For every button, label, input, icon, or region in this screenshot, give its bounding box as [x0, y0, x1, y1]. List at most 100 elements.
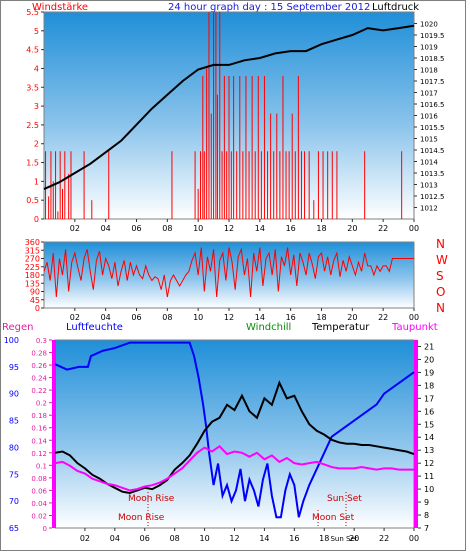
x-tick-label: 16 — [289, 534, 299, 543]
x-tick-label: 12 — [229, 534, 239, 543]
legend-taupunkt: Taupunkt — [391, 322, 438, 333]
pressure-axis-tick-label: 1015 — [420, 136, 438, 144]
temperature-axis-tick-label: 15 — [424, 420, 434, 429]
wind-axis-tick-label: 3 — [34, 102, 39, 111]
wind-axis-tick-label: 5.5 — [26, 8, 39, 17]
humidity-axis-tick-label: 80 — [9, 443, 19, 452]
rain-axis-tick-label: 0.1 — [36, 462, 47, 470]
rain-axis-tick-label: 0.02 — [31, 512, 47, 520]
x-tick-label: 10 — [193, 313, 203, 322]
temperature-axis-tick-label: 12 — [424, 459, 434, 468]
pressure-axis-tick-label: 1018.5 — [420, 55, 445, 63]
x-tick-label: 18 — [319, 534, 329, 543]
pressure-axis: 1012 1012.5 1013 1013.5 1014 1014.5 1015 1015.5… — [414, 21, 445, 213]
x-tick-label: 22 — [378, 313, 388, 322]
compass-label: W — [436, 253, 448, 267]
rain-axis-bar-left — [52, 340, 56, 528]
rain-axis-tick-label: 0.12 — [31, 450, 47, 458]
x-tick-label: 08 — [162, 224, 172, 233]
x-tick-label: 10 — [193, 224, 203, 233]
x-tick-label: 16 — [286, 224, 296, 233]
temperature-axis-tick-label: 11 — [424, 472, 434, 481]
x-tick-label: 00 — [409, 313, 419, 322]
x-axis-1: 02 04 06 08 10 12 14 16 18 20 22 00 — [70, 219, 419, 233]
x-tick-label: 14 — [255, 313, 265, 322]
rain-axis-tick-label: 0.22 — [31, 387, 47, 395]
x-tick-label: 02 — [80, 534, 90, 543]
x-tick-label: 00 — [409, 224, 419, 233]
legend-temperatur: Temperatur — [311, 322, 370, 333]
x-tick-label: 04 — [101, 313, 111, 322]
x-tick-label: 00 — [409, 534, 419, 543]
x-tick-label: 20 — [349, 534, 359, 543]
taupunkt-line — [54, 445, 414, 492]
x-tick-label: 14 — [259, 534, 269, 543]
rain-axis-tick-label: 0.06 — [31, 487, 47, 495]
luftfeuchte-line — [54, 341, 415, 519]
compass-label: S — [436, 269, 444, 283]
legend-regen: Regen — [2, 322, 34, 333]
moon-rise-label-upper: Moon Rise — [128, 494, 175, 504]
direction-series — [43, 247, 414, 298]
humidity-axis-tick-label: 90 — [9, 390, 19, 399]
moon-set-label: Moon Set — [312, 513, 355, 523]
wind-axis-tick-label: 1 — [34, 177, 39, 186]
wind-axis-tick-label: 2.5 — [26, 121, 39, 130]
x-tick-label: 04 — [110, 534, 120, 543]
wind-axis-tick-label: 4 — [34, 64, 39, 73]
sun-moon-annotations: Moon Rise Moon Rise Sun Set Moon Set — [118, 492, 362, 528]
rain-axis-tick-label: 0.2 — [36, 400, 47, 408]
humidity-axis-tick-label: 70 — [9, 497, 19, 506]
legend-luftfeuchte: Luftfeuchte — [66, 322, 123, 333]
temperature-axis-tick-label: 20 — [424, 355, 434, 364]
wind-axis: 0 0.5 1 1.5 2 2.5 3 3.5 4 4.5 5 5.5 — [26, 8, 44, 224]
wind-axis-tick-label: 2 — [34, 140, 39, 149]
direction-axis-tick-label: 180 — [25, 271, 40, 280]
pressure-axis-tick-label: 1012.5 — [420, 193, 445, 201]
rain-axis: 0 0.02 0.04 0.06 0.08 0.1 0.12 0.14 0.16 0.18 0.2 0… — [31, 337, 52, 533]
right-axis-label: Luftdruck — [372, 2, 419, 13]
x-tick-label: 12 — [224, 313, 234, 322]
temperature-axis-tick-label: 17 — [424, 394, 434, 403]
compass-label: O — [436, 285, 445, 299]
wind-axis-tick-label: 4.5 — [26, 46, 39, 55]
pressure-axis-tick-label: 1016.5 — [420, 101, 445, 109]
temp-humidity-panel: Regen Luftfeuchte Windchill Temperatur T… — [2, 322, 438, 543]
humidity-axis-tick-label: 100 — [4, 336, 19, 345]
wind-axis-tick-label: 0.5 — [26, 196, 39, 205]
wind-axis-tick-label: 3.5 — [26, 83, 39, 92]
x-tick-label: 20 — [347, 224, 357, 233]
humidity-axis-tick-label: 75 — [9, 470, 19, 479]
temperatur-line — [54, 380, 415, 495]
temperature-axis-tick-label: 18 — [424, 381, 434, 390]
direction-axis-tick-label: 360 — [25, 238, 40, 247]
pressure-series — [43, 24, 415, 191]
moon-rise-label-lower: Moon Rise — [118, 513, 165, 523]
x-tick-label: 20 — [347, 313, 357, 322]
rain-axis-bar-right — [414, 340, 418, 528]
x-tick-label: 18 — [316, 224, 326, 233]
pressure-axis-tick-label: 1014.5 — [420, 147, 445, 155]
x-tick-label: 10 — [199, 534, 209, 543]
x-tick-label: 06 — [131, 313, 141, 322]
compass-label: N — [436, 301, 445, 315]
x-tick-label: 16 — [286, 313, 296, 322]
direction-axis-tick-label: 135 — [25, 279, 40, 288]
rain-axis-tick-label: 0.16 — [31, 425, 47, 433]
temperature-axis-tick-label: 8 — [424, 511, 429, 520]
pressure-axis-tick-label: 1017.5 — [420, 78, 445, 86]
legend-windchill: Windchill — [246, 322, 291, 333]
x-tick-label: 22 — [379, 534, 389, 543]
x-axis-2: 02 04 06 08 10 12 14 16 18 20 22 00 — [70, 308, 419, 322]
temperature-axis-tick-label: 14 — [424, 433, 434, 442]
humidity-axis-tick-label: 85 — [9, 417, 19, 426]
x-tick-label: 02 — [70, 313, 80, 322]
temperature-axis-tick-label: 19 — [424, 368, 434, 377]
pressure-axis-tick-label: 1012 — [420, 205, 438, 213]
direction-axis-tick-label: 270 — [25, 255, 40, 264]
x-tick-label: 06 — [131, 224, 141, 233]
pressure-axis-tick-label: 1017 — [420, 90, 438, 98]
temperature-axis: 7 8 9 10 11 12 13 14 15 16 17 18 19 20 21 — [418, 342, 434, 533]
rain-axis-tick-label: 0.24 — [31, 375, 47, 383]
wind-axis-tick-label: 5 — [34, 27, 39, 36]
